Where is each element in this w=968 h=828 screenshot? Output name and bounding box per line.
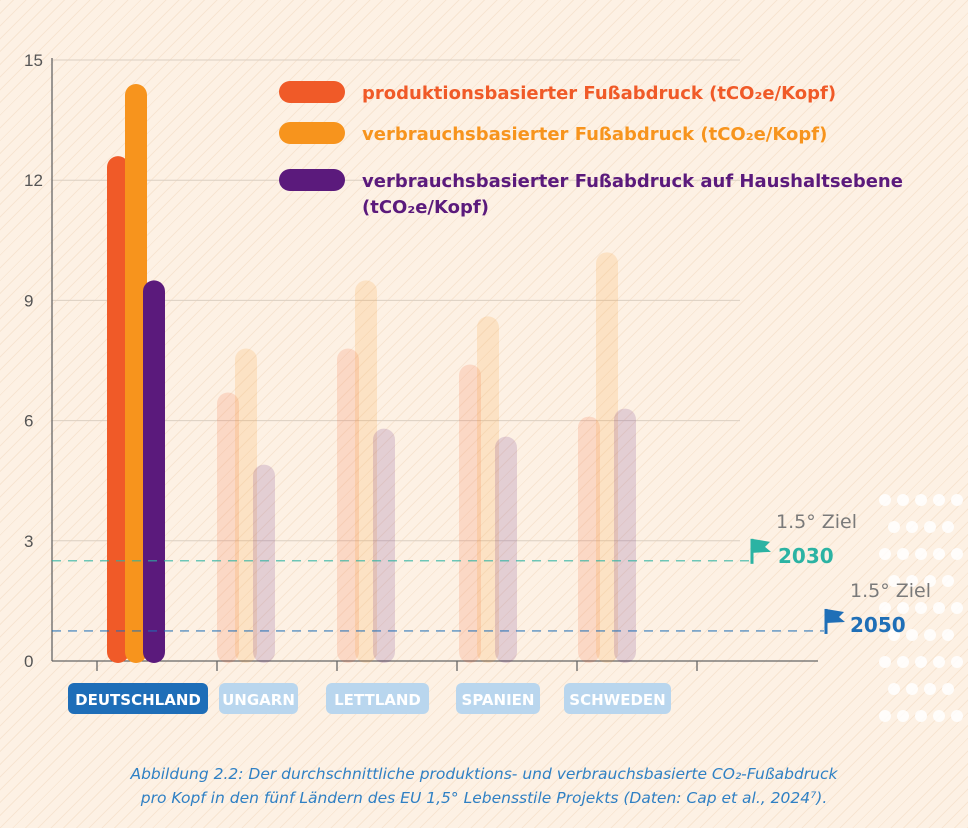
legend-label-1: produktionsbasierter Fußabdruck (tCO₂e/K… (362, 83, 836, 104)
flag-icon (826, 608, 845, 623)
decor-dot (879, 602, 891, 614)
decor-dot (951, 710, 963, 722)
y-tick-label: 6 (24, 412, 33, 431)
decor-dot (879, 548, 891, 560)
footprint-bar-chart: 0 3 6 9 12 15 1.5° Ziel 2030 1.5° Ziel 2050 DEUT… (24, 51, 963, 722)
bar-spanien-series-3 (495, 436, 517, 663)
decor-dot (888, 521, 900, 533)
bars (107, 84, 636, 664)
y-tick-label: 12 (24, 171, 43, 190)
bar-lettland-series-1 (337, 348, 359, 663)
decor-dot (879, 494, 891, 506)
bar-deutschland-series-3 (143, 280, 165, 663)
bar-lettland-series-3 (373, 428, 395, 663)
bar-spanien-series-1 (459, 364, 481, 663)
target-label-2030: 1.5° Ziel (776, 511, 857, 533)
caption-line-2: pro Kopf in den fünf Ländern des EU 1,5°… (140, 789, 828, 807)
bar-ungarn-series-1 (217, 392, 239, 663)
category-badge-spanien (456, 683, 540, 714)
decor-dot (951, 656, 963, 668)
decor-dot (906, 521, 918, 533)
decor-dot (924, 629, 936, 641)
caption-line-1: Abbildung 2.2: Der durchschnittliche pro… (130, 765, 838, 783)
decor-dot (906, 683, 918, 695)
decor-dot (915, 494, 927, 506)
decor-dot (915, 710, 927, 722)
decor-dot (951, 548, 963, 560)
flag-icon (752, 538, 771, 553)
target-label-2050: 1.5° Ziel (850, 580, 931, 602)
decor-dot (924, 575, 936, 587)
category-badge-ungarn (219, 683, 298, 714)
y-tick-label: 15 (24, 51, 43, 70)
decor-dot (942, 683, 954, 695)
axes (51, 58, 818, 671)
decor-dot (933, 494, 945, 506)
legend: produktionsbasierter Fußabdruck (tCO₂e/K… (279, 81, 903, 218)
category-labels: DEUTSCHLAND UNGARN LETTLAND SPANIEN SCHWEDEN (68, 683, 671, 714)
y-tick-label: 3 (24, 532, 33, 551)
decor-dot (924, 683, 936, 695)
bar-schweden-series-3 (614, 408, 636, 663)
target-lines: 1.5° Ziel 2030 1.5° Ziel 2050 (52, 511, 931, 637)
decorative-dots (879, 494, 963, 722)
y-tick-label: 0 (24, 652, 33, 671)
legend-label-3-line-2: (tCO₂e/Kopf) (362, 197, 489, 218)
decor-dot (888, 683, 900, 695)
category-badge-schweden (564, 683, 671, 714)
decor-dot (942, 521, 954, 533)
category-badge-deutschland (68, 683, 208, 714)
decor-dot (951, 602, 963, 614)
category-label-schweden: SCHWEDEN (569, 691, 665, 709)
y-tick-label: 9 (24, 291, 33, 310)
decor-dot (933, 710, 945, 722)
target-year-2050: 2050 (850, 613, 906, 637)
decor-dot (897, 548, 909, 560)
decor-dot (915, 548, 927, 560)
decor-dot (951, 494, 963, 506)
decor-dot (888, 629, 900, 641)
legend-swatch-3 (279, 169, 345, 191)
decor-dot (897, 656, 909, 668)
legend-swatch-1 (279, 81, 345, 103)
decor-dot (897, 602, 909, 614)
category-label-spanien: SPANIEN (462, 691, 535, 709)
decor-dot (888, 575, 900, 587)
target-year-2030: 2030 (778, 544, 834, 568)
category-label-lettland: LETTLAND (334, 691, 421, 709)
bar-deutschland-series-1 (107, 156, 129, 663)
decor-dot (915, 602, 927, 614)
bar-deutschland-series-2 (125, 84, 147, 664)
decor-dot (897, 494, 909, 506)
decor-dot (915, 656, 927, 668)
decor-dot (942, 575, 954, 587)
category-badge-lettland (326, 683, 429, 714)
category-label-ungarn: UNGARN (222, 691, 295, 709)
bar-lettland-series-2 (355, 280, 377, 663)
legend-label-2: verbrauchsbasierter Fußabdruck (tCO₂e/Ko… (362, 124, 827, 145)
category-label-deutschland: DEUTSCHLAND (75, 691, 201, 709)
decor-dot (933, 656, 945, 668)
legend-label-3-line-1: verbrauchsbasierter Fußabdruck auf Haush… (362, 171, 903, 192)
decor-dot (897, 710, 909, 722)
y-axis-ticks: 0 3 6 9 12 15 (24, 51, 43, 671)
bar-spanien-series-2 (477, 316, 499, 663)
legend-swatch-2 (279, 122, 345, 144)
decor-dot (924, 521, 936, 533)
gridlines (52, 59, 740, 542)
bar-ungarn-series-2 (235, 348, 257, 663)
decor-dot (942, 629, 954, 641)
decor-dot (879, 656, 891, 668)
decor-dot (933, 548, 945, 560)
decor-dot (906, 629, 918, 641)
decor-dot (933, 602, 945, 614)
bar-ungarn-series-3 (253, 464, 275, 663)
decor-dot (906, 575, 918, 587)
bar-schweden-series-1 (578, 416, 600, 663)
figure-caption: Abbildung 2.2: Der durchschnittliche pro… (0, 762, 968, 810)
decor-dot (879, 710, 891, 722)
